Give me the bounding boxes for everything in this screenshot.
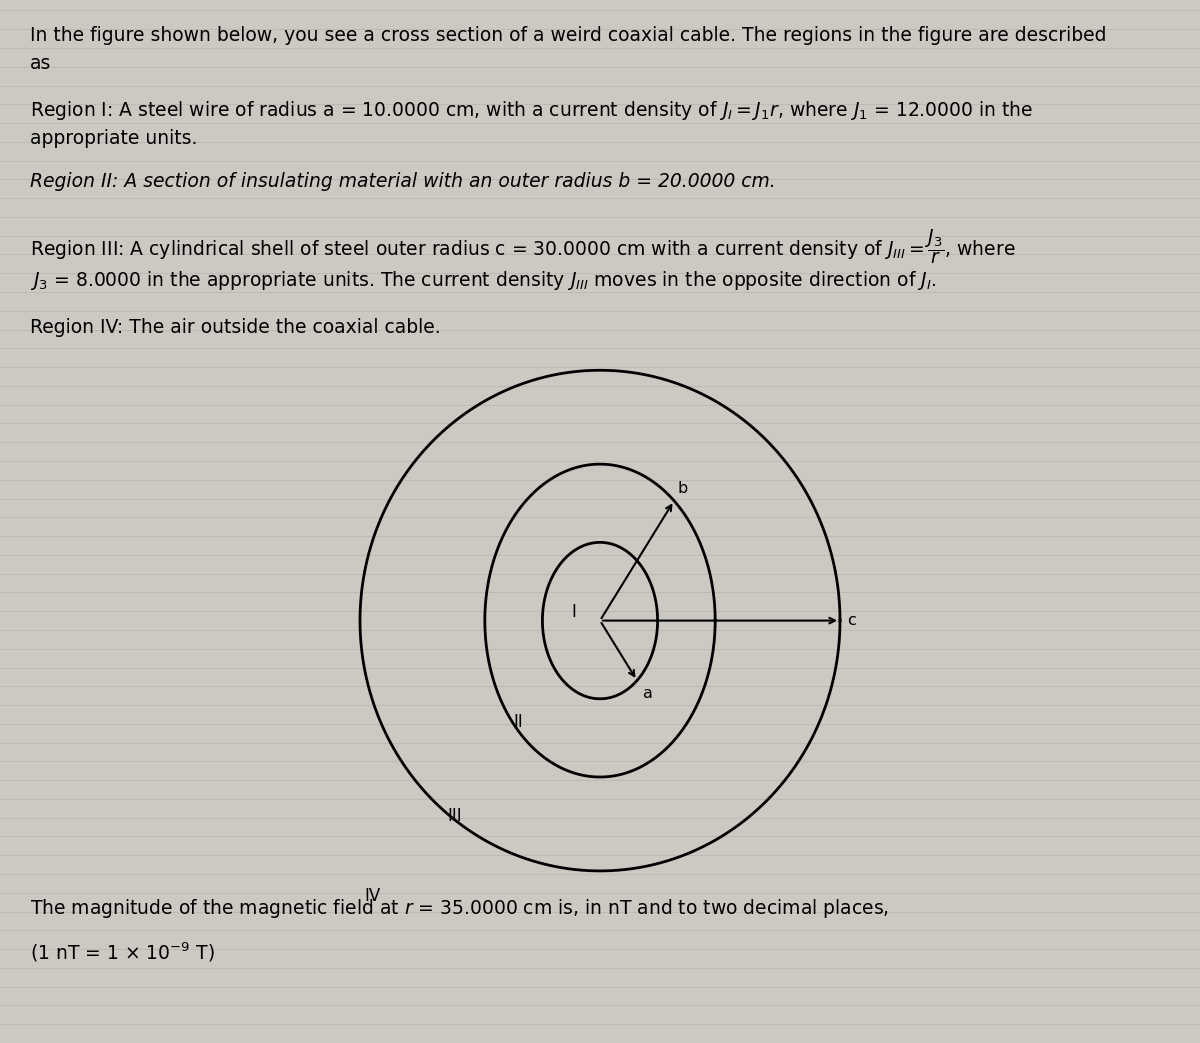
Text: $J_3$ = 8.0000 in the appropriate units. The current density $J_{III}$ moves in : $J_3$ = 8.0000 in the appropriate units.… xyxy=(30,269,936,292)
Text: Region III: A cylindrical shell of steel outer radius c = 30.0000 cm with a curr: Region III: A cylindrical shell of steel… xyxy=(30,227,1015,266)
Text: (1 nT = 1 $\times$ 10$^{-9}$ T): (1 nT = 1 $\times$ 10$^{-9}$ T) xyxy=(30,941,215,965)
Text: appropriate units.: appropriate units. xyxy=(30,129,197,148)
Text: Region I: A steel wire of radius a = 10.0000 cm, with a current density of $J_I : Region I: A steel wire of radius a = 10.… xyxy=(30,99,1033,122)
Text: IV: IV xyxy=(364,887,380,905)
Text: Region IV: The air outside the coaxial cable.: Region IV: The air outside the coaxial c… xyxy=(30,318,440,337)
Text: a: a xyxy=(643,685,653,701)
Text: b: b xyxy=(678,481,688,495)
Text: The magnitude of the magnetic field at $r$ = 35.0000 cm is, in nT and to two dec: The magnitude of the magnetic field at $… xyxy=(30,897,889,920)
Text: III: III xyxy=(448,807,462,825)
Text: II: II xyxy=(514,713,523,731)
Text: I: I xyxy=(571,603,576,622)
Text: c: c xyxy=(847,613,856,628)
Text: Region II: A section of insulating material with an outer radius b = 20.0000 cm.: Region II: A section of insulating mater… xyxy=(30,172,775,191)
Text: as: as xyxy=(30,54,52,73)
Text: In the figure shown below, you see a cross section of a weird coaxial cable. The: In the figure shown below, you see a cro… xyxy=(30,26,1106,45)
